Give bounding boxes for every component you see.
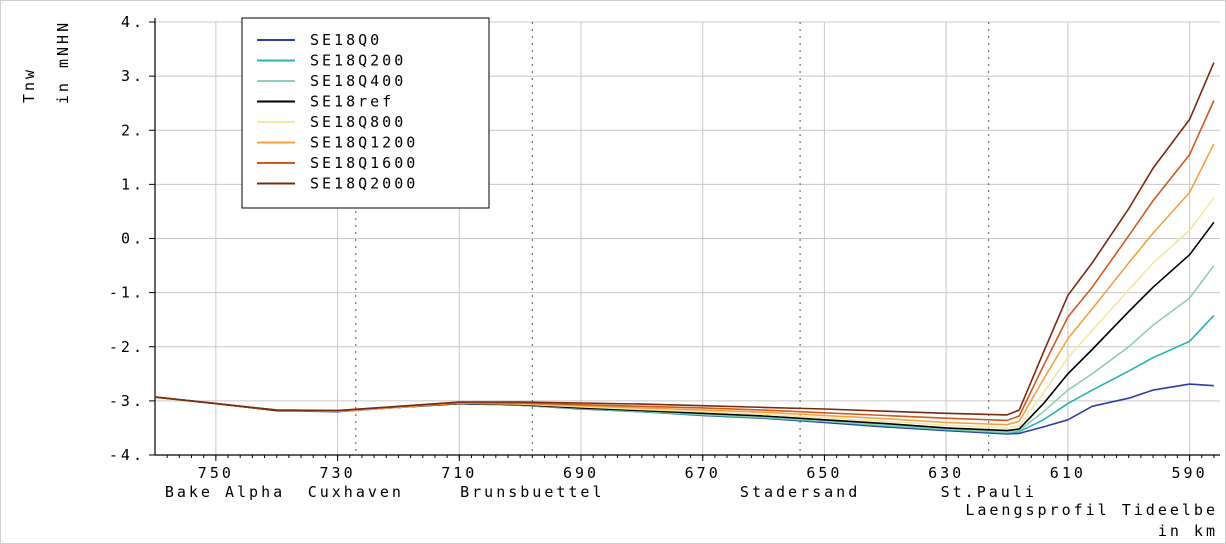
legend-label: SE18Q2000 bbox=[310, 175, 418, 193]
y-tick-label: -4. bbox=[109, 446, 145, 464]
location-labels: Bake Alpha Cuxhaven Brunsbuettel Stadersand… bbox=[165, 483, 1037, 501]
series-line-se18q200 bbox=[154, 314, 1215, 434]
x-tick-label: 750 bbox=[198, 464, 234, 482]
y-tick-label: 2. bbox=[121, 121, 145, 139]
series-lines bbox=[154, 62, 1215, 435]
legend-label: SE18ref bbox=[310, 93, 394, 111]
x-tick-labels: 750 730 710 690 670 650 630 610 590 bbox=[198, 464, 1208, 482]
x-axis-label-line2: in km bbox=[1158, 522, 1218, 540]
location-label: Brunsbuettel bbox=[460, 483, 604, 501]
legend-label: SE18Q1600 bbox=[310, 154, 418, 172]
y-tick-label: 4. bbox=[121, 13, 145, 31]
location-label: Stadersand bbox=[740, 483, 860, 501]
y-tick-label: -1. bbox=[109, 284, 145, 302]
x-axis-label-line1: Laengsprofil Tideelbe bbox=[965, 501, 1218, 519]
x-tick-label: 670 bbox=[685, 464, 721, 482]
legend: SE18Q0 SE18Q200 SE18Q400 SE18ref SE18Q800 SE1… bbox=[241, 17, 490, 209]
y-axis-label-line2: in mNHN bbox=[54, 20, 72, 104]
location-label: Bake Alpha bbox=[165, 483, 285, 501]
y-axis-label: Tnw in mNHN bbox=[20, 20, 72, 104]
y-tick-labels: 4. 3. 2. 1. 0. -1. -2. -3. -4. bbox=[109, 13, 145, 464]
y-tick-label: 1. bbox=[121, 175, 145, 193]
x-tick-label: 690 bbox=[563, 464, 599, 482]
x-tick-label: 630 bbox=[928, 464, 964, 482]
legend-label: SE18Q0 bbox=[310, 31, 382, 49]
legend-box bbox=[241, 17, 490, 209]
y-tick-label: 0. bbox=[121, 230, 145, 248]
legend-label: SE18Q800 bbox=[310, 113, 406, 131]
y-tick-label: 3. bbox=[121, 67, 145, 85]
location-label: St.Pauli bbox=[941, 483, 1037, 501]
legend-label: SE18Q200 bbox=[310, 52, 406, 70]
y-tick-label: -3. bbox=[109, 392, 145, 410]
x-tick-label: 610 bbox=[1050, 464, 1086, 482]
x-tick-label: 730 bbox=[320, 464, 356, 482]
x-tick-label: 710 bbox=[441, 464, 477, 482]
series-line-se18q800 bbox=[154, 197, 1215, 429]
x-tick-label: 650 bbox=[806, 464, 842, 482]
axes bbox=[149, 18, 1220, 461]
series-line-se18q2000 bbox=[154, 62, 1215, 416]
legend-label: SE18Q400 bbox=[310, 72, 406, 90]
x-tick-label: 590 bbox=[1172, 464, 1208, 482]
legend-label: SE18Q1200 bbox=[310, 134, 418, 152]
location-label: Cuxhaven bbox=[308, 483, 404, 501]
y-axis-label-line1: Tnw bbox=[20, 67, 38, 103]
y-tick-label: -2. bbox=[109, 338, 145, 356]
